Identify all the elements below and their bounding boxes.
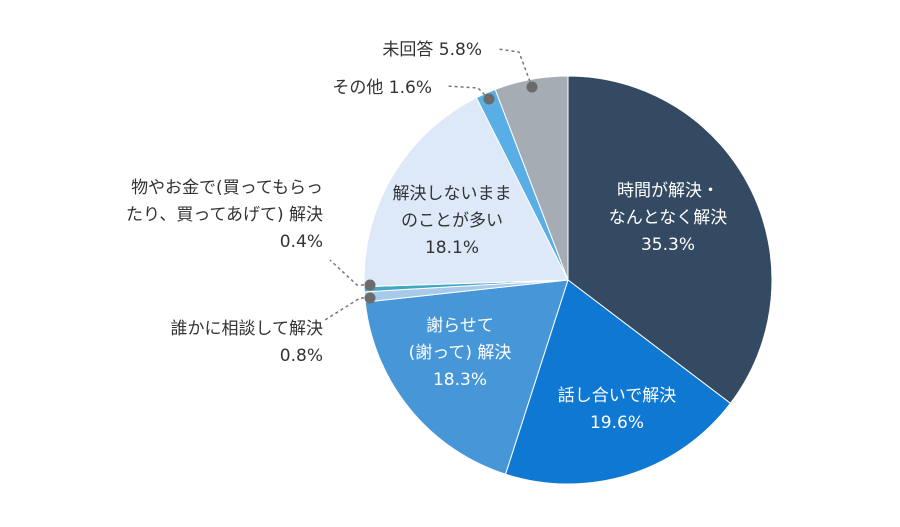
- pie-slice: [504, 279, 732, 485]
- slice-label-line: のことが多い: [401, 211, 503, 231]
- slice-label-line: 0.4%: [280, 232, 323, 252]
- slice-label-line: 0.8%: [280, 346, 323, 366]
- slice-label: 物やお金で(買ってもらったり、買ってあげて) 解決 0.4%: [126, 178, 323, 252]
- slice-label-line: 未回答 5.8%: [382, 40, 482, 60]
- pie-slice: [364, 279, 569, 475]
- pie-slice: [567, 75, 773, 405]
- slice-label: 解決しないままのことが多い 18.1%: [393, 184, 512, 258]
- slice-label-line: 解決しないまま: [393, 184, 512, 204]
- slice-label-line: 19.6%: [590, 413, 644, 433]
- slice-label-line: 物やお金で(買ってもらっ: [131, 178, 323, 198]
- leader-line: [445, 85, 490, 100]
- leader-lines: [324, 48, 538, 321]
- slice-label: 謝らせて (謝って) 解決 18.3%: [409, 316, 512, 390]
- slice-label-line: たり、買ってあげて) 解決: [126, 205, 323, 225]
- slice-label-line: 時間が解決・: [617, 181, 719, 201]
- slice-label: 話し合いで解決 19.6%: [558, 386, 677, 433]
- slice-label: 未回答 5.8%: [382, 40, 482, 60]
- slice-labels: 時間が解決・なんとなく解決 35.3% 話し合いで解決 19.6% 謝らせて (謝って) …: [126, 40, 727, 433]
- slice-label-line: なんとなく解決: [609, 208, 728, 228]
- pie-slice: [494, 75, 569, 281]
- leader-line: [329, 259, 370, 286]
- slice-label-line: 謝らせて: [426, 316, 494, 336]
- slice-label: 誰かに相談して解決 0.8%: [171, 319, 324, 366]
- slice-label-line: 18.3%: [433, 370, 487, 390]
- leader-dot: [364, 279, 376, 291]
- slice-label: 時間が解決・なんとなく解決 35.3%: [609, 181, 728, 255]
- leader-line: [324, 297, 370, 321]
- leader-dot: [526, 81, 538, 93]
- pie-slices: [363, 75, 773, 485]
- slice-label-line: その他 1.6%: [332, 78, 432, 98]
- slice-label-line: 18.1%: [425, 238, 479, 258]
- leader-dot: [483, 93, 495, 105]
- leader-dot: [364, 292, 376, 304]
- slice-label-line: 話し合いで解決: [558, 386, 677, 406]
- slice-label-line: 35.3%: [641, 235, 695, 255]
- slice-label-line: 誰かに相談して解決: [171, 319, 324, 339]
- slice-label: その他 1.6%: [332, 78, 432, 98]
- slice-label-line: (謝って) 解決: [409, 343, 512, 363]
- leader-line: [497, 48, 533, 88]
- pie-slice: [363, 97, 569, 288]
